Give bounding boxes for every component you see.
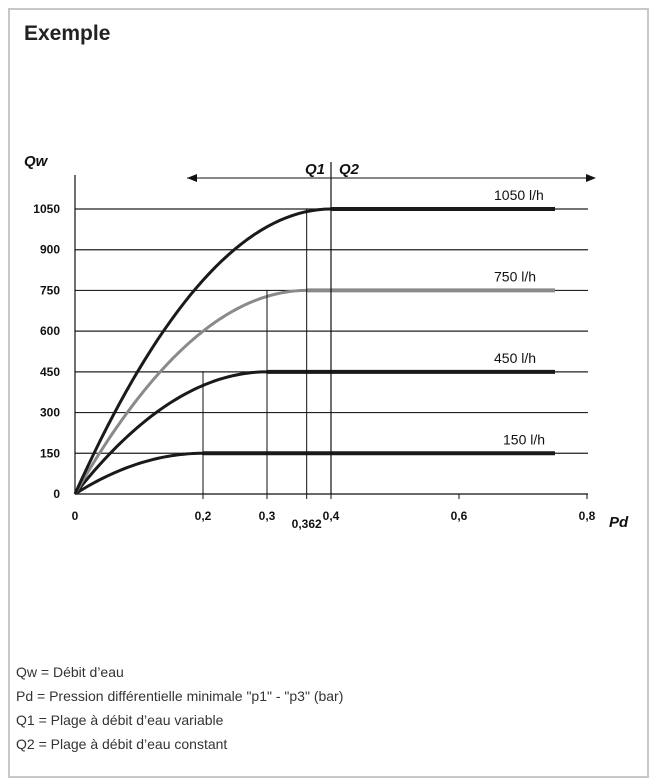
series-label-150: 150 l/h xyxy=(503,431,545,447)
range-arrow-right-head xyxy=(586,174,596,182)
x-tick-label: 0,4 xyxy=(323,509,340,523)
example-frame xyxy=(8,8,649,778)
curve-750-rising xyxy=(73,288,307,495)
y-tick-label-750: 750 xyxy=(40,283,60,297)
x-tick-label: 0,362 xyxy=(292,517,322,531)
curve-450-rising xyxy=(73,370,268,495)
x-tick-label: 0,2 xyxy=(195,509,212,523)
y-tick-label-600: 600 xyxy=(40,324,60,338)
x-tick-label: 0,6 xyxy=(451,509,468,523)
y-tick-label-150: 150 xyxy=(40,446,60,460)
q2-label: Q2 xyxy=(339,161,360,178)
example-heading: Exemple xyxy=(24,22,111,45)
curve-150-rising xyxy=(74,451,204,496)
range-arrow-left-head xyxy=(187,174,197,182)
legend-item-q2: Q2 = Plage à débit d’eau constant xyxy=(16,736,228,752)
x-axis-title: Pd xyxy=(609,514,629,531)
curve-1050-rising xyxy=(73,207,332,495)
y-tick-label-450: 450 xyxy=(40,365,60,379)
series-label-750: 750 l/h xyxy=(494,268,536,284)
y-tick-label-300: 300 xyxy=(40,406,60,420)
series-label-1050: 1050 l/h xyxy=(494,187,544,203)
x-tick-label: 0 xyxy=(72,509,79,523)
series-label-450: 450 l/h xyxy=(494,350,536,366)
q1-label: Q1 xyxy=(305,161,325,178)
y-tick-label-0: 0 xyxy=(53,487,60,501)
x-tick-label: 0,3 xyxy=(259,509,276,523)
legend-item-pd: Pd = Pression différentielle minimale "p… xyxy=(16,688,344,704)
legend-item-q1: Q1 = Plage à débit d’eau variable xyxy=(16,712,224,728)
y-tick-label-900: 900 xyxy=(40,243,60,257)
x-tick-label: 0,8 xyxy=(579,509,596,523)
y-axis-title: Qw xyxy=(24,153,49,170)
y-tick-label-1050: 1050 xyxy=(33,202,60,216)
legend-item-qw: Qw = Débit d’eau xyxy=(16,664,124,680)
legend-list: Qw = Débit d’eau Pd = Pression différent… xyxy=(16,660,343,756)
